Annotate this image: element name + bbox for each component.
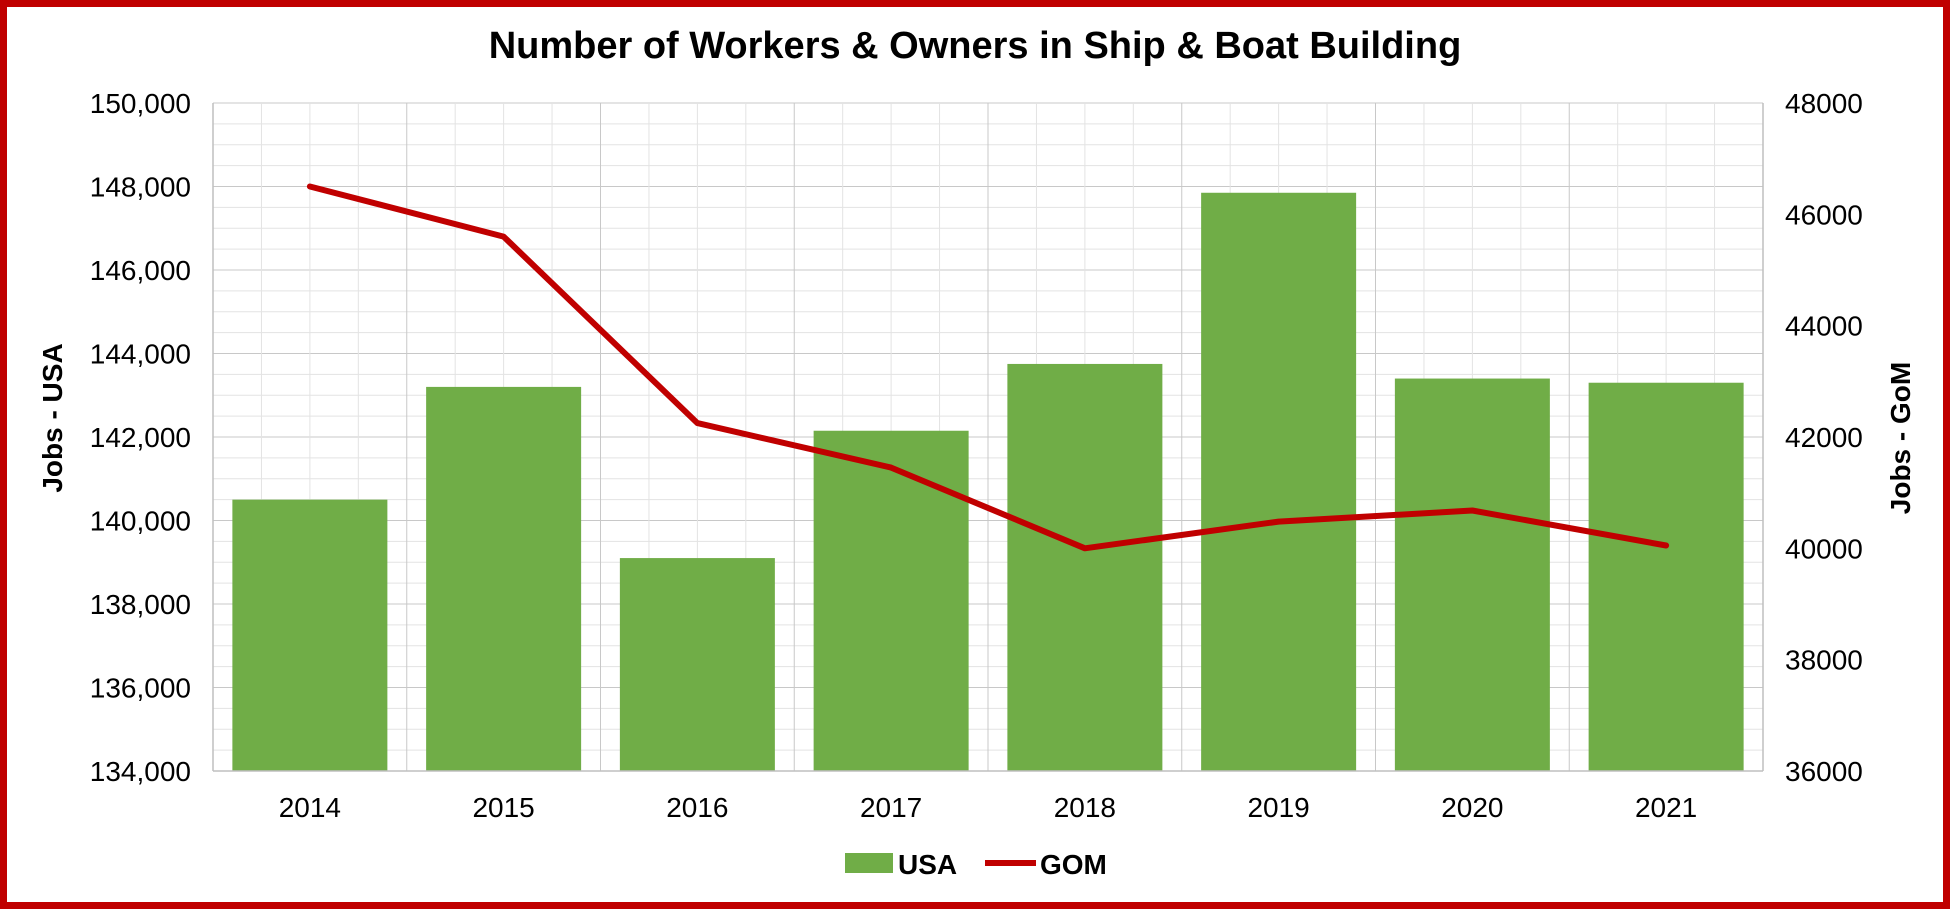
y-tick-left: 138,000 [90,589,191,620]
chart-title: Number of Workers & Owners in Ship & Boa… [489,25,1462,67]
y-tick-left: 140,000 [90,506,191,537]
x-tick: 2015 [472,792,534,823]
y-tick-right: 42000 [1785,422,1863,453]
y-tick-left: 146,000 [90,255,191,286]
bar-usa-2015 [426,386,582,771]
y-tick-left: 144,000 [90,339,191,370]
y-tick-right: 36000 [1785,756,1863,787]
legend: USA GOM [845,849,1107,880]
legend-label-gom: GOM [1040,849,1107,880]
legend-swatch-usa [845,853,893,873]
legend-label-usa: USA [898,849,957,880]
y-axis-label-right: Jobs - GoM [1885,362,1916,514]
bar-usa-2020 [1394,378,1550,771]
bar-usa-2019 [1201,192,1357,771]
y-axis-label-left: Jobs - USA [37,343,68,492]
y-tick-right: 46000 [1785,199,1863,230]
axes: 134,000 136,000 138,000 140,000 142,000 144,0… [90,88,1863,823]
gom-line [306,183,1670,552]
x-tick: 2014 [279,792,341,823]
bar-usa-2017 [813,430,969,771]
line-gom [306,183,1670,552]
bar-usa-2021 [1588,382,1744,771]
y-tick-right: 48000 [1785,88,1863,119]
x-tick: 2018 [1054,792,1116,823]
y-tick-right: 44000 [1785,311,1863,342]
bar-usa-2018 [1007,363,1163,771]
x-tick: 2019 [1247,792,1309,823]
y-tick-left: 142,000 [90,422,191,453]
x-tick: 2021 [1635,792,1697,823]
y-tick-right: 40000 [1785,533,1863,564]
bar-usa-2014 [232,499,388,771]
x-tick: 2016 [666,792,728,823]
y-tick-right: 38000 [1785,645,1863,676]
y-tick-left: 148,000 [90,172,191,203]
usa-bars [232,192,1744,771]
y-tick-left: 134,000 [90,756,191,787]
x-tick: 2017 [860,792,922,823]
x-tick: 2020 [1441,792,1503,823]
y-tick-left: 150,000 [90,88,191,119]
bar-usa-2016 [619,558,775,771]
y-tick-left: 136,000 [90,673,191,704]
